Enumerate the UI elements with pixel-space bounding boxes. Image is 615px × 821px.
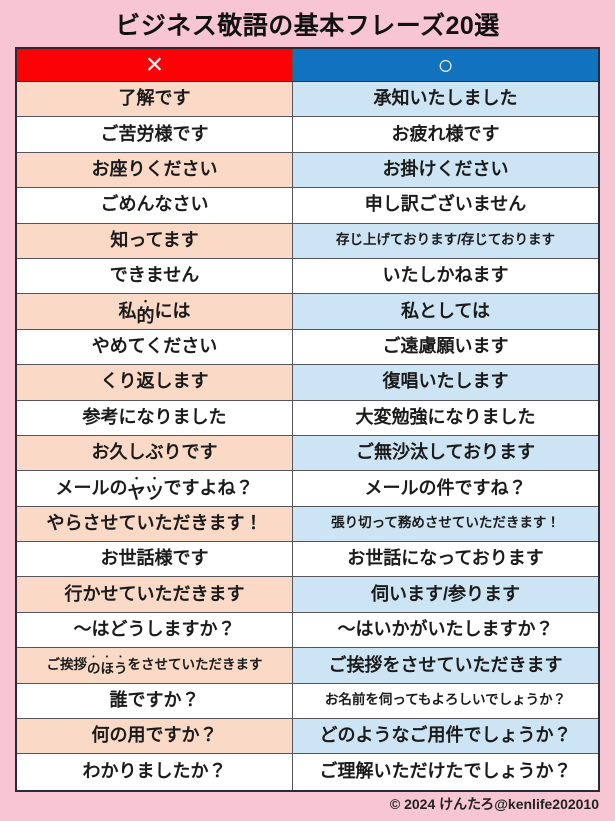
incorrect-phrase-cell: わかりましたか？	[17, 754, 293, 790]
incorrect-phrase-cell: やらさせていただきます！	[17, 506, 293, 543]
incorrect-phrase-cell: ごめんなさい	[17, 188, 293, 224]
incorrect-phrase-cell: 了解です	[17, 82, 293, 118]
correct-phrase-cell: いたしかねます	[293, 259, 598, 295]
incorrect-phrase-cell: メールの ヤツ ですよね？	[17, 471, 293, 507]
incorrect-phrase-cell: 知ってます	[17, 223, 293, 259]
incorrect-phrase-cell: ご苦労様です	[17, 117, 293, 153]
correct-phrase-cell: お名前を伺ってもよろしいでしょうか？	[293, 684, 598, 720]
correct-phrase-cell: 存じ上げております/存じております	[293, 223, 598, 259]
correct-phrase-cell: 復唱いたします	[293, 365, 598, 401]
incorrect-phrase-cell: お座りください	[17, 152, 293, 189]
correct-phrase-cell: ご無沙汰しております	[293, 435, 598, 472]
incorrect-phrase-cell: お世話様です	[17, 542, 293, 578]
incorrect-phrase-cell: 誰ですか？	[17, 683, 293, 720]
incorrect-phrase-cell: 私的には	[17, 294, 293, 330]
correct-phrase-cell: 承知いたしました	[293, 82, 598, 118]
page-title: ビジネス敬語の基本フレーズ20選	[115, 12, 500, 40]
correct-phrase-cell: ～はいかがいたしますか？	[293, 613, 598, 649]
incorrect-phrase-cell: お久しぶりです	[17, 435, 293, 472]
correct-phrase-cell: 申し訳ございません	[293, 188, 598, 224]
emphasis-dotted-text: のほう	[87, 661, 128, 677]
circle-mark-icon: ○	[437, 49, 454, 80]
copyright-credit: © 2024 けんたろ@kenlife202010	[389, 796, 599, 812]
correct-phrase-cell: どのようなご用件でしょうか？	[293, 719, 598, 755]
phrase-table: × ○ 了解です 承知いたしました ご苦労様です お疲れ様です お座りください お掛けくだ…	[15, 47, 600, 792]
correct-phrase-cell: 張り切って務めさせていただきます！	[293, 506, 598, 543]
correct-phrase-cell: お世話になっております	[293, 542, 598, 578]
x-mark-icon: ×	[145, 49, 164, 81]
correct-phrase-cell: メールの件ですね？	[293, 471, 598, 507]
incorrect-phrase-cell: 行かせていただきます	[17, 577, 293, 613]
correct-phrase-cell: ご理解いただけたでしょうか？	[319, 761, 572, 782]
emphasis-dotted-text: ヤツ	[127, 483, 164, 504]
emphasis-dotted-text: 的	[136, 306, 155, 327]
column-header-correct: ○	[293, 49, 598, 82]
incorrect-phrase-cell: できません	[17, 258, 293, 295]
column-header-incorrect: ×	[17, 49, 293, 82]
incorrect-phrase-cell: ご挨拶 のほう をさせていただきます	[17, 648, 293, 684]
correct-phrase-cell: お疲れ様です	[293, 117, 598, 153]
incorrect-phrase-cell: ～はどうしますか？	[17, 612, 293, 649]
incorrect-phrase-cell: 参考になりました	[17, 400, 293, 436]
incorrect-phrase-cell: くり返します	[17, 365, 293, 401]
correct-phrase-cell: 大変勉強になりました	[293, 401, 598, 436]
correct-phrase-cell: 私としては	[293, 294, 598, 330]
incorrect-phrase-cell: 何の用ですか？	[17, 719, 293, 755]
incorrect-phrase-cell: やめてください	[17, 329, 293, 366]
correct-phrase-cell: ご遠慮願います	[293, 330, 598, 366]
correct-phrase-cell: 伺います/参ります	[293, 577, 598, 613]
correct-phrase-cell: ご挨拶をさせていただきます	[293, 648, 598, 684]
correct-phrase-cell: お掛けください	[293, 152, 598, 189]
